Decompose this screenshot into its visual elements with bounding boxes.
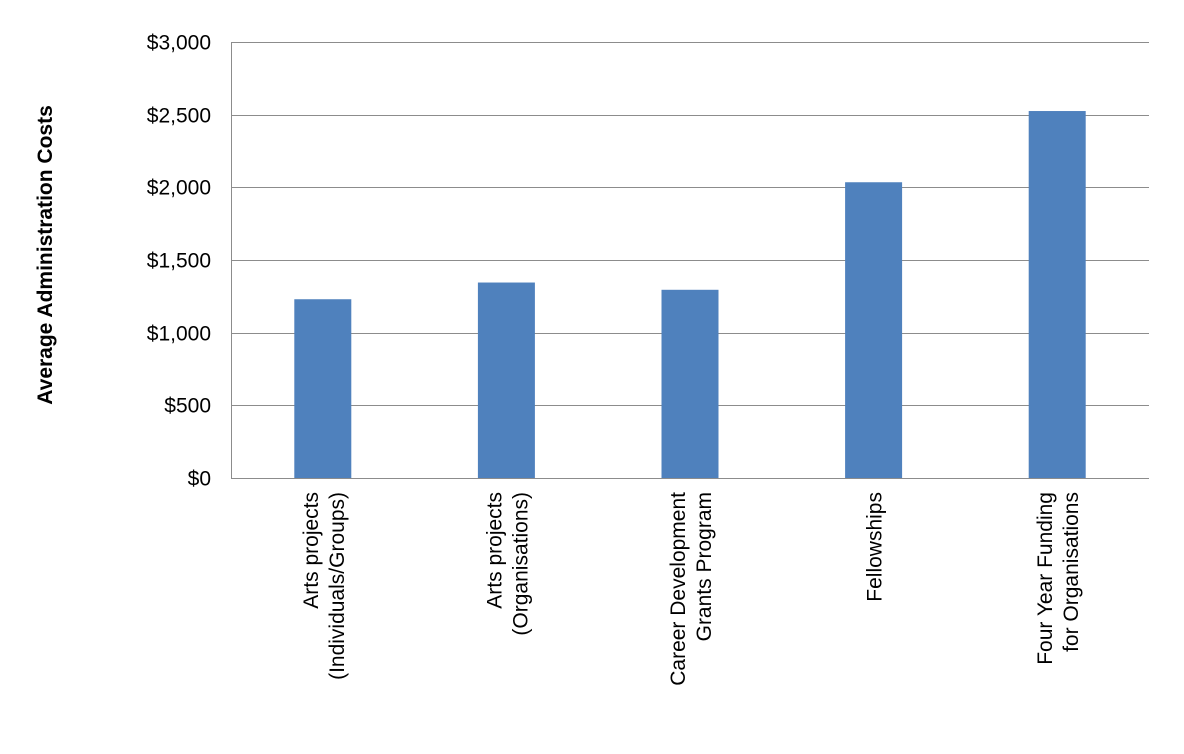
x-category-label-line: Arts projects <box>483 492 506 609</box>
y-tick-labels: $0 $500 $1,000 $1,500 $2,000 $2,500 $3,000 <box>147 32 211 491</box>
x-category-label: Arts projects (Organisations) <box>483 492 532 636</box>
x-category-label: Arts projects (Individuals/Groups) <box>300 492 349 680</box>
y-tick-label: $2,500 <box>147 105 211 128</box>
x-category-label-line: Four Year Funding <box>1034 492 1057 665</box>
bar <box>845 182 903 478</box>
y-tick-label: $3,000 <box>147 32 211 55</box>
bar <box>477 282 535 478</box>
y-tick-label: $1,500 <box>147 250 211 273</box>
y-tick-label: $500 <box>164 395 211 418</box>
bar <box>661 289 719 478</box>
y-axis-title: Average Administration Costs <box>34 105 57 405</box>
gridlines <box>231 42 1149 406</box>
y-tick-label: $2,000 <box>147 177 211 200</box>
y-tick-label: $0 <box>188 468 211 491</box>
x-category-label-line: (Organisations) <box>509 492 532 636</box>
x-category-label-line: (Individuals/Groups) <box>326 492 349 680</box>
bars <box>294 111 1086 479</box>
axes <box>231 42 1149 479</box>
bar <box>294 299 352 478</box>
y-tick-label: $1,000 <box>147 323 211 346</box>
x-category-label-line: Grants Program <box>693 492 716 641</box>
x-category-label: Four Year Funding for Organisations <box>1034 492 1083 665</box>
x-category-label-line: Career Development <box>667 492 690 686</box>
x-category-label-line: Fellowships <box>864 492 887 602</box>
category-labels: Arts projects (Individuals/Groups) Arts pr… <box>300 492 1083 686</box>
bar <box>1028 111 1086 479</box>
x-category-label: Fellowships <box>864 492 887 602</box>
x-category-label-line: Arts projects <box>300 492 323 609</box>
x-category-label: Career Development Grants Program <box>667 492 716 686</box>
x-category-label-line: for Organisations <box>1060 492 1083 652</box>
